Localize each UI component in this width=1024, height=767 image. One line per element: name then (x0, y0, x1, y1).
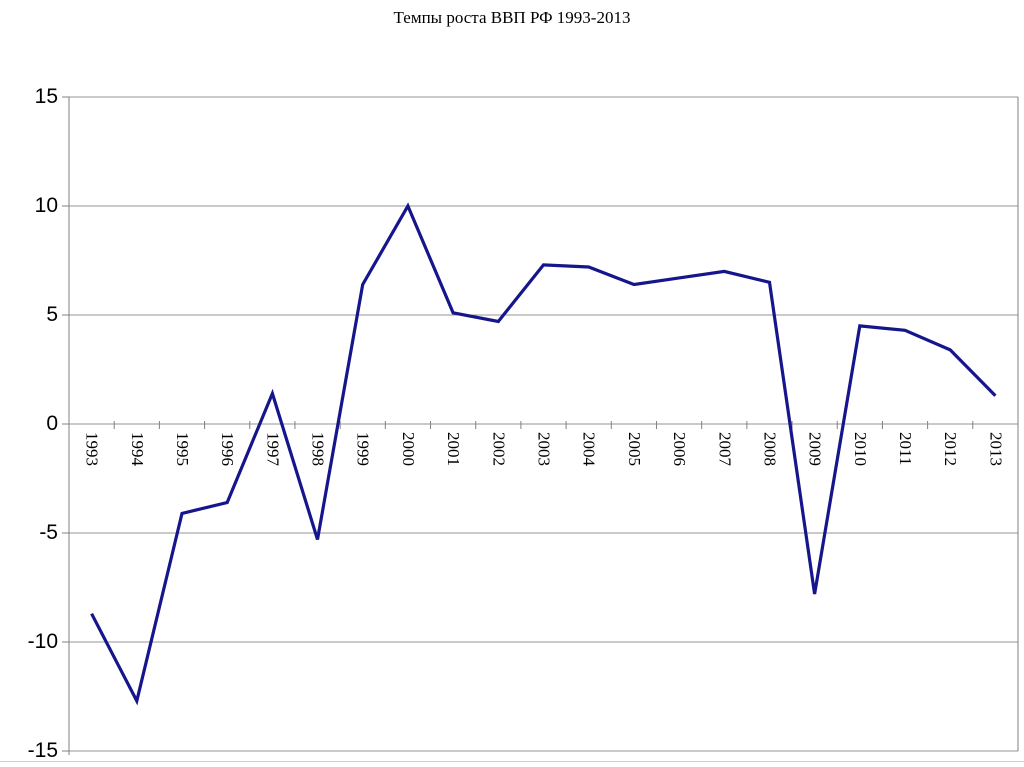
x-axis-label: 2006 (670, 432, 690, 466)
x-axis-label: 1993 (82, 432, 102, 466)
y-axis-label: -15 (27, 739, 58, 762)
y-axis-label: 5 (46, 303, 58, 326)
y-axis-label: 0 (46, 412, 58, 435)
x-axis-label: 1997 (263, 432, 283, 466)
x-axis-label: 2000 (398, 432, 418, 466)
gdp-line-series (90, 202, 997, 706)
x-axis-label: 2013 (986, 432, 1006, 466)
chart-title: Темпы роста ВВП РФ 1993-2013 (393, 8, 631, 27)
x-axis-label: 1995 (172, 432, 192, 466)
x-axis-label: 2008 (760, 432, 780, 466)
x-axis-label: 1996 (218, 432, 238, 466)
y-axis-label: 10 (34, 194, 58, 217)
x-axis-label: 2005 (624, 432, 644, 466)
x-axis-label: 1999 (353, 432, 373, 466)
x-axis-label: 2004 (579, 432, 599, 466)
y-axis-label: -10 (27, 630, 58, 653)
x-axis-label: 1994 (127, 432, 147, 466)
x-axis-label: 2002 (489, 432, 509, 466)
x-axis-label: 2011 (896, 432, 916, 466)
x-axis-label: 1998 (308, 432, 328, 466)
x-axis-label: 2003 (534, 432, 554, 466)
x-axis-label: 2009 (805, 432, 825, 466)
x-axis-label: 2010 (850, 432, 870, 466)
x-axis-label: 2007 (715, 432, 735, 466)
y-axis-label: 15 (34, 85, 58, 108)
y-axis-label: -5 (39, 521, 58, 544)
x-axis-label: 2001 (444, 432, 464, 466)
x-axis-label: 2012 (941, 432, 961, 466)
page-bottom-border (0, 761, 1024, 762)
